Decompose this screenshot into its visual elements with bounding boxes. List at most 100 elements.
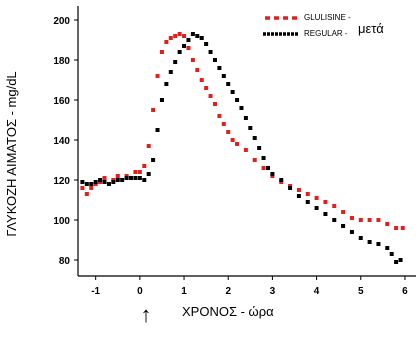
data-point (173, 34, 178, 38)
data-point (208, 50, 213, 54)
y-tick-label: 100 (53, 216, 70, 227)
data-point (248, 126, 253, 130)
data-point (133, 170, 138, 174)
data-point (89, 182, 94, 186)
data-point (177, 50, 182, 54)
data-point (400, 226, 405, 230)
data-point (314, 196, 319, 200)
y-tick-label: 180 (53, 56, 70, 67)
data-point (367, 218, 372, 222)
legend-suffix: μετά (358, 21, 384, 36)
data-point (80, 186, 85, 190)
data-point (182, 44, 187, 48)
data-point (252, 158, 257, 162)
data-point (217, 114, 222, 118)
data-point (102, 176, 107, 180)
data-point (151, 108, 156, 112)
data-point (115, 174, 120, 178)
data-point (177, 32, 182, 36)
data-point (243, 148, 248, 152)
data-point (296, 188, 301, 192)
data-point (159, 50, 164, 54)
data-point (288, 186, 293, 190)
data-point (398, 258, 403, 262)
data-point (358, 218, 363, 222)
data-point (124, 176, 129, 180)
data-point (394, 260, 399, 264)
data-point (332, 218, 337, 222)
legend-label-glulisine: GLULISINE - (304, 13, 351, 22)
data-point (204, 86, 209, 90)
data-point (349, 230, 354, 234)
data-point (270, 172, 275, 176)
y-tick-label: 140 (53, 136, 70, 147)
data-point (226, 82, 231, 86)
x-tick-label: -1 (91, 286, 100, 297)
data-point (257, 146, 262, 150)
data-point (84, 192, 89, 196)
data-point (212, 102, 217, 106)
data-point (142, 178, 147, 182)
data-point (164, 82, 169, 86)
data-point (221, 74, 226, 78)
y-tick-label: 80 (59, 256, 71, 267)
data-point (195, 68, 200, 72)
data-point (212, 58, 217, 62)
x-axis-ticks: -1 0 1 2 3 4 5 6 (91, 276, 408, 297)
data-point (142, 164, 147, 168)
data-point (120, 178, 125, 182)
x-tick-label: 3 (270, 286, 276, 297)
plot-area (77, 6, 416, 277)
data-point (235, 98, 240, 102)
legend: GLULISINE - REGULAR - μετά (263, 13, 384, 38)
data-point (341, 224, 346, 228)
data-point (279, 178, 284, 182)
data-point (168, 70, 173, 74)
data-point (137, 170, 142, 174)
data-point (265, 166, 270, 170)
data-point (102, 180, 107, 184)
data-point (243, 116, 248, 120)
data-point (341, 210, 346, 214)
data-point (155, 128, 160, 132)
data-point (221, 122, 226, 126)
data-point (199, 36, 204, 40)
data-point (93, 180, 98, 184)
data-point (199, 78, 204, 82)
data-point (186, 46, 191, 50)
y-tick-label: 160 (53, 96, 70, 107)
data-point (239, 106, 244, 110)
y-tick-label: 200 (53, 16, 70, 27)
data-point (314, 206, 319, 210)
data-point (389, 252, 394, 256)
x-tick-label: 1 (181, 286, 187, 297)
data-point (332, 204, 337, 208)
data-point (323, 212, 328, 216)
data-point (84, 182, 89, 186)
data-point (204, 42, 209, 46)
x-tick-label: 2 (225, 286, 231, 297)
legend-label-regular: REGULAR - (304, 29, 348, 38)
data-point (235, 142, 240, 146)
x-axis-label: ΧΡΟΝΟΣ - ώρα (182, 304, 274, 319)
data-point (129, 176, 134, 180)
data-point (186, 38, 191, 42)
data-point (323, 200, 328, 204)
data-point (195, 34, 200, 38)
data-point (98, 178, 103, 182)
data-point (252, 136, 257, 140)
data-point (376, 242, 381, 246)
data-point (226, 130, 231, 134)
data-point (305, 192, 310, 196)
data-point (367, 240, 372, 244)
data-point (296, 194, 301, 198)
data-point (385, 222, 390, 226)
data-point (376, 218, 381, 222)
dosing-arrow: ↑ (141, 302, 152, 327)
data-point (137, 176, 142, 180)
data-point (217, 66, 222, 70)
data-point (80, 180, 85, 184)
y-axis-ticks: 80 100 120 140 160 180 200 (53, 16, 78, 267)
series-glulisine (80, 32, 405, 230)
x-tick-label: 6 (402, 286, 408, 297)
